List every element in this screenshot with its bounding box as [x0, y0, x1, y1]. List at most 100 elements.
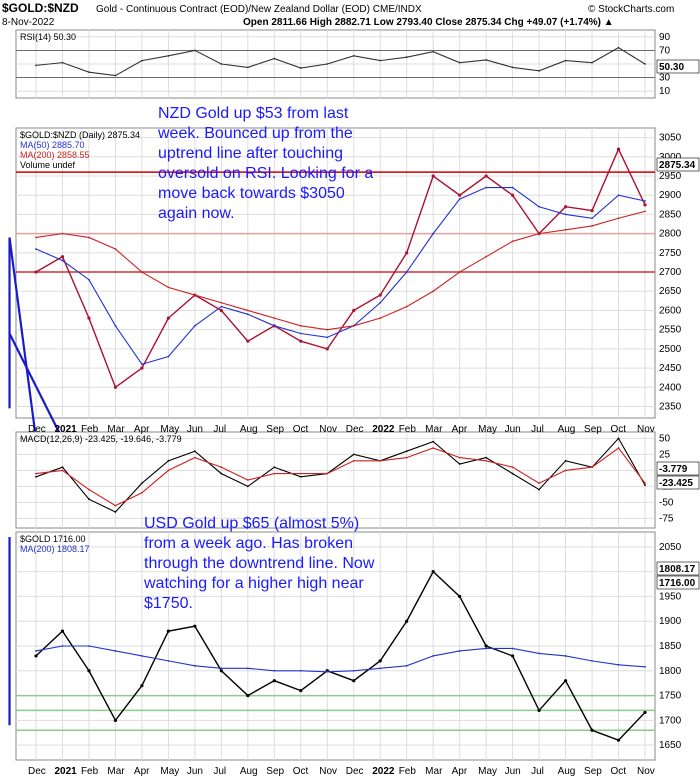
x-tick-label: Feb — [81, 424, 99, 435]
data-point — [299, 669, 302, 672]
x-tick-label: Nov — [637, 766, 655, 777]
data-point — [326, 63, 329, 65]
data-point — [458, 594, 462, 599]
data-point — [591, 225, 593, 227]
x-tick-label: Nov — [637, 424, 655, 435]
data-point — [432, 447, 435, 449]
x-tick-label: Feb — [399, 766, 417, 777]
data-point — [220, 305, 223, 308]
data-point — [617, 194, 620, 197]
data-point — [273, 472, 276, 475]
data-point — [141, 363, 143, 366]
y-tick-label: 2450 — [659, 363, 682, 374]
x-tick-label: Apr — [134, 424, 150, 435]
data-point — [167, 459, 170, 462]
last-value-label: 1808.17 — [659, 564, 696, 575]
data-point — [405, 664, 408, 667]
y-tick-label: 2350 — [659, 401, 682, 412]
data-point — [114, 511, 117, 513]
data-point — [193, 456, 196, 459]
data-point — [88, 236, 90, 239]
legend-entry: MA(50) 2885.70 — [20, 140, 85, 150]
x-tick-label: Jun — [187, 766, 203, 777]
data-point — [590, 208, 594, 213]
data-point — [617, 437, 620, 440]
data-point — [564, 59, 567, 62]
y-tick-label: 1850 — [659, 641, 682, 652]
y-tick-label: 10 — [659, 86, 671, 97]
last-value-box — [656, 575, 700, 590]
data-point — [114, 248, 117, 250]
last-value-box — [656, 475, 700, 490]
data-point — [246, 313, 249, 316]
data-point — [617, 663, 620, 666]
data-point — [644, 482, 646, 485]
data-point — [35, 472, 37, 475]
data-point — [35, 64, 37, 67]
y-tick-label: 3000 — [659, 152, 682, 163]
x-tick-label: Jul — [531, 766, 544, 777]
nzd-annotation-line: again now. — [158, 205, 235, 222]
data-point — [141, 491, 143, 494]
x-tick-label: Feb — [81, 766, 99, 777]
data-point — [591, 217, 593, 220]
x-tick-label: Dec — [346, 766, 364, 777]
last-value-label: -23.425 — [659, 478, 693, 489]
series-line-0 — [35, 437, 646, 513]
x-tick-label: Apr — [452, 424, 468, 435]
data-point — [538, 488, 540, 491]
last-value-box — [656, 561, 700, 576]
data-point — [538, 69, 540, 72]
x-tick-label: Oct — [293, 424, 309, 435]
data-point — [617, 46, 620, 49]
data-point — [114, 74, 117, 77]
x-tick-label: Jun — [505, 766, 521, 777]
x-tick-label: Oct — [611, 424, 627, 435]
y-tick-label: 2400 — [659, 382, 682, 393]
y-tick-label: 1650 — [659, 740, 682, 751]
series-line-2 — [35, 210, 646, 331]
series-line-0 — [35, 47, 646, 77]
x-tick-label: Sep — [266, 766, 284, 777]
data-point — [644, 210, 646, 213]
data-point — [299, 689, 303, 693]
data-point — [563, 679, 568, 683]
data-point — [458, 198, 461, 200]
data-point — [591, 61, 593, 64]
data-point — [564, 228, 567, 231]
data-point — [379, 459, 382, 462]
usd-annotation: USD Gold up $65 (almost 5%) from a week a… — [143, 515, 375, 612]
data-point — [591, 466, 593, 469]
usd-annotation-line: $1750. — [144, 595, 193, 612]
data-point — [378, 659, 382, 663]
data-point — [484, 644, 488, 648]
x-tick-label: Mar — [107, 766, 125, 777]
x-tick-label: May — [478, 766, 497, 777]
usd-annotation-line: USD Gold up $65 (almost 5%) — [144, 515, 359, 532]
x-tick-label: Mar — [425, 424, 443, 435]
series-line-1 — [35, 186, 646, 365]
data-point — [88, 488, 90, 491]
data-point — [485, 59, 488, 61]
data-point — [299, 475, 302, 478]
data-point — [34, 270, 38, 274]
series-line-1 — [35, 645, 646, 673]
data-point — [352, 324, 355, 327]
y-tick-label: 70 — [659, 45, 671, 56]
data-point — [564, 213, 567, 216]
x-tick-label: Aug — [558, 766, 576, 777]
legend-entry: $GOLD:$NZD (Daily) 2875.34 — [20, 130, 140, 140]
data-point — [61, 466, 64, 469]
panel-price-nzd: 3050 3000 2950 2900 2850 2800 2750 2700 2650 2600… — [8, 127, 700, 440]
x-tick-label: Sep — [266, 424, 284, 435]
y-tick-label: 90 — [659, 32, 671, 43]
data-point — [273, 669, 276, 672]
data-point — [511, 466, 514, 469]
data-point — [167, 659, 170, 662]
data-point — [114, 650, 117, 652]
data-point — [511, 193, 515, 197]
x-tick-label: Dec — [28, 424, 46, 435]
data-point — [141, 655, 143, 657]
